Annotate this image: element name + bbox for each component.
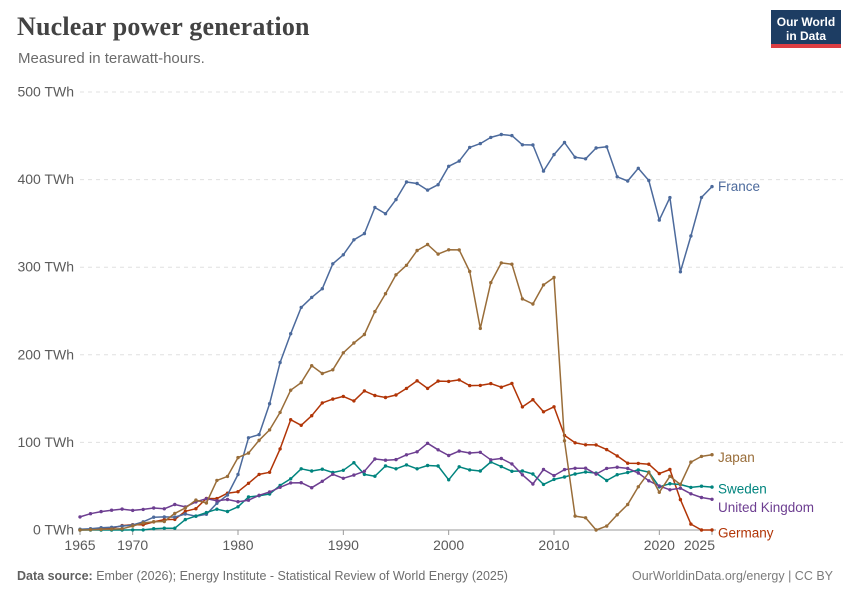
y-tick-label-400: 400 TWh xyxy=(17,171,74,187)
series-markers-france xyxy=(78,132,714,531)
y-tick-label-500: 500 TWh xyxy=(17,85,74,100)
series-label-united-kingdom: United Kingdom xyxy=(718,500,814,515)
x-tick-label-1965: 1965 xyxy=(64,537,95,553)
owid-logo-line2: in Data xyxy=(785,29,826,43)
x-tick-label-1980: 1980 xyxy=(222,537,253,553)
series-markers-sweden xyxy=(78,460,714,532)
chart-canvas: 0 TWh 100 TWh 200 TWh 300 TWh 400 TWh 500 TWh… xyxy=(17,85,843,553)
series-markers-germany xyxy=(78,378,714,532)
page-title: Nuclear power generation xyxy=(17,12,310,41)
series-line-japan xyxy=(79,243,713,531)
series-label-france: France xyxy=(718,179,760,194)
x-tick-label-1990: 1990 xyxy=(328,537,359,553)
series-label-sweden: Sweden xyxy=(718,482,767,497)
y-tick-label-0: 0 TWh xyxy=(33,522,74,538)
series-markers-united-kingdom xyxy=(78,441,714,519)
data-source-label: Data source: xyxy=(17,569,93,583)
series-label-japan: Japan xyxy=(718,450,755,465)
owid-logo: Our World in Data xyxy=(771,10,841,48)
data-source: Data source: Ember (2026); Energy Instit… xyxy=(17,569,508,583)
x-tick-label-1970: 1970 xyxy=(117,537,148,553)
series-markers-japan xyxy=(78,242,714,532)
series-label-germany: Germany xyxy=(718,526,774,541)
x-tick-label-2010: 2010 xyxy=(538,537,569,553)
owid-logo-line1: Our World xyxy=(776,15,836,29)
y-tick-label-100: 100 TWh xyxy=(17,434,74,450)
y-tick-label-200: 200 TWh xyxy=(17,346,74,362)
page-subtitle: Measured in terawatt-hours. xyxy=(18,50,205,67)
x-tick-label-2020: 2020 xyxy=(644,537,675,553)
logo-accent-bar xyxy=(771,44,841,48)
chart-footer: Data source: Ember (2026); Energy Instit… xyxy=(17,569,833,583)
data-source-text: Ember (2026); Energy Institute - Statist… xyxy=(92,569,508,583)
y-tick-label-300: 300 TWh xyxy=(17,259,74,275)
footer-attribution: OurWorldinData.org/energy | CC BY xyxy=(631,569,833,583)
x-tick-label-2025: 2025 xyxy=(684,537,715,553)
x-tick-label-2000: 2000 xyxy=(433,537,464,553)
